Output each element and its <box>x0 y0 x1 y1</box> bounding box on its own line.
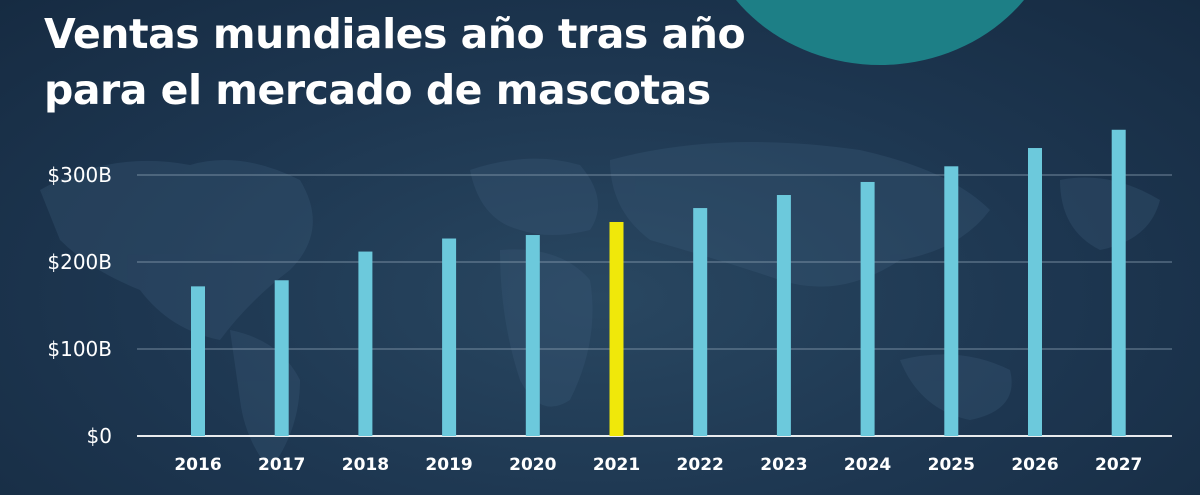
y-tick-label: $300B <box>47 163 112 187</box>
x-tick-label: 2016 <box>174 455 221 475</box>
chart-title: Ventas mundiales año tras año para el me… <box>44 6 746 118</box>
bar-2019 <box>442 238 457 436</box>
bars <box>191 129 1126 437</box>
gridlines <box>137 174 1172 437</box>
bar-2017 <box>274 280 289 436</box>
bar-2020 <box>525 235 540 436</box>
bar-2018 <box>358 251 373 436</box>
y-axis-tick-labels: $0 $100B $200B $300B <box>47 163 112 448</box>
title-line-2: para el mercado de mascotas <box>44 66 711 114</box>
x-tick-label: 2026 <box>1011 455 1058 475</box>
bar-2024 <box>860 181 875 436</box>
x-tick-label: 2023 <box>760 455 807 475</box>
x-tick-label: 2027 <box>1095 455 1142 475</box>
bar-2023 <box>776 195 791 436</box>
x-axis-tick-labels: 2016 2017 2018 2019 2020 2021 2022 2023 2024 2025… <box>174 455 1142 475</box>
bar-2025 <box>944 166 959 437</box>
y-tick-label: $200B <box>47 250 112 274</box>
x-tick-label: 2024 <box>844 455 891 475</box>
bar-2026 <box>1028 148 1042 436</box>
bar-2021 <box>609 221 624 436</box>
bar-2022 <box>693 208 708 436</box>
x-tick-label: 2022 <box>677 455 724 475</box>
x-tick-label: 2025 <box>928 455 975 475</box>
y-tick-label: $100B <box>47 337 112 361</box>
x-tick-label: 2020 <box>509 455 556 475</box>
bar-2027 <box>1111 129 1126 436</box>
x-tick-label: 2019 <box>425 455 472 475</box>
y-tick-label: $0 <box>87 424 112 448</box>
bar-2016 <box>191 286 205 436</box>
x-tick-label: 2021 <box>593 455 640 475</box>
x-tick-label: 2017 <box>258 455 305 475</box>
x-tick-label: 2018 <box>342 455 389 475</box>
title-line-1: Ventas mundiales año tras año <box>44 10 746 58</box>
